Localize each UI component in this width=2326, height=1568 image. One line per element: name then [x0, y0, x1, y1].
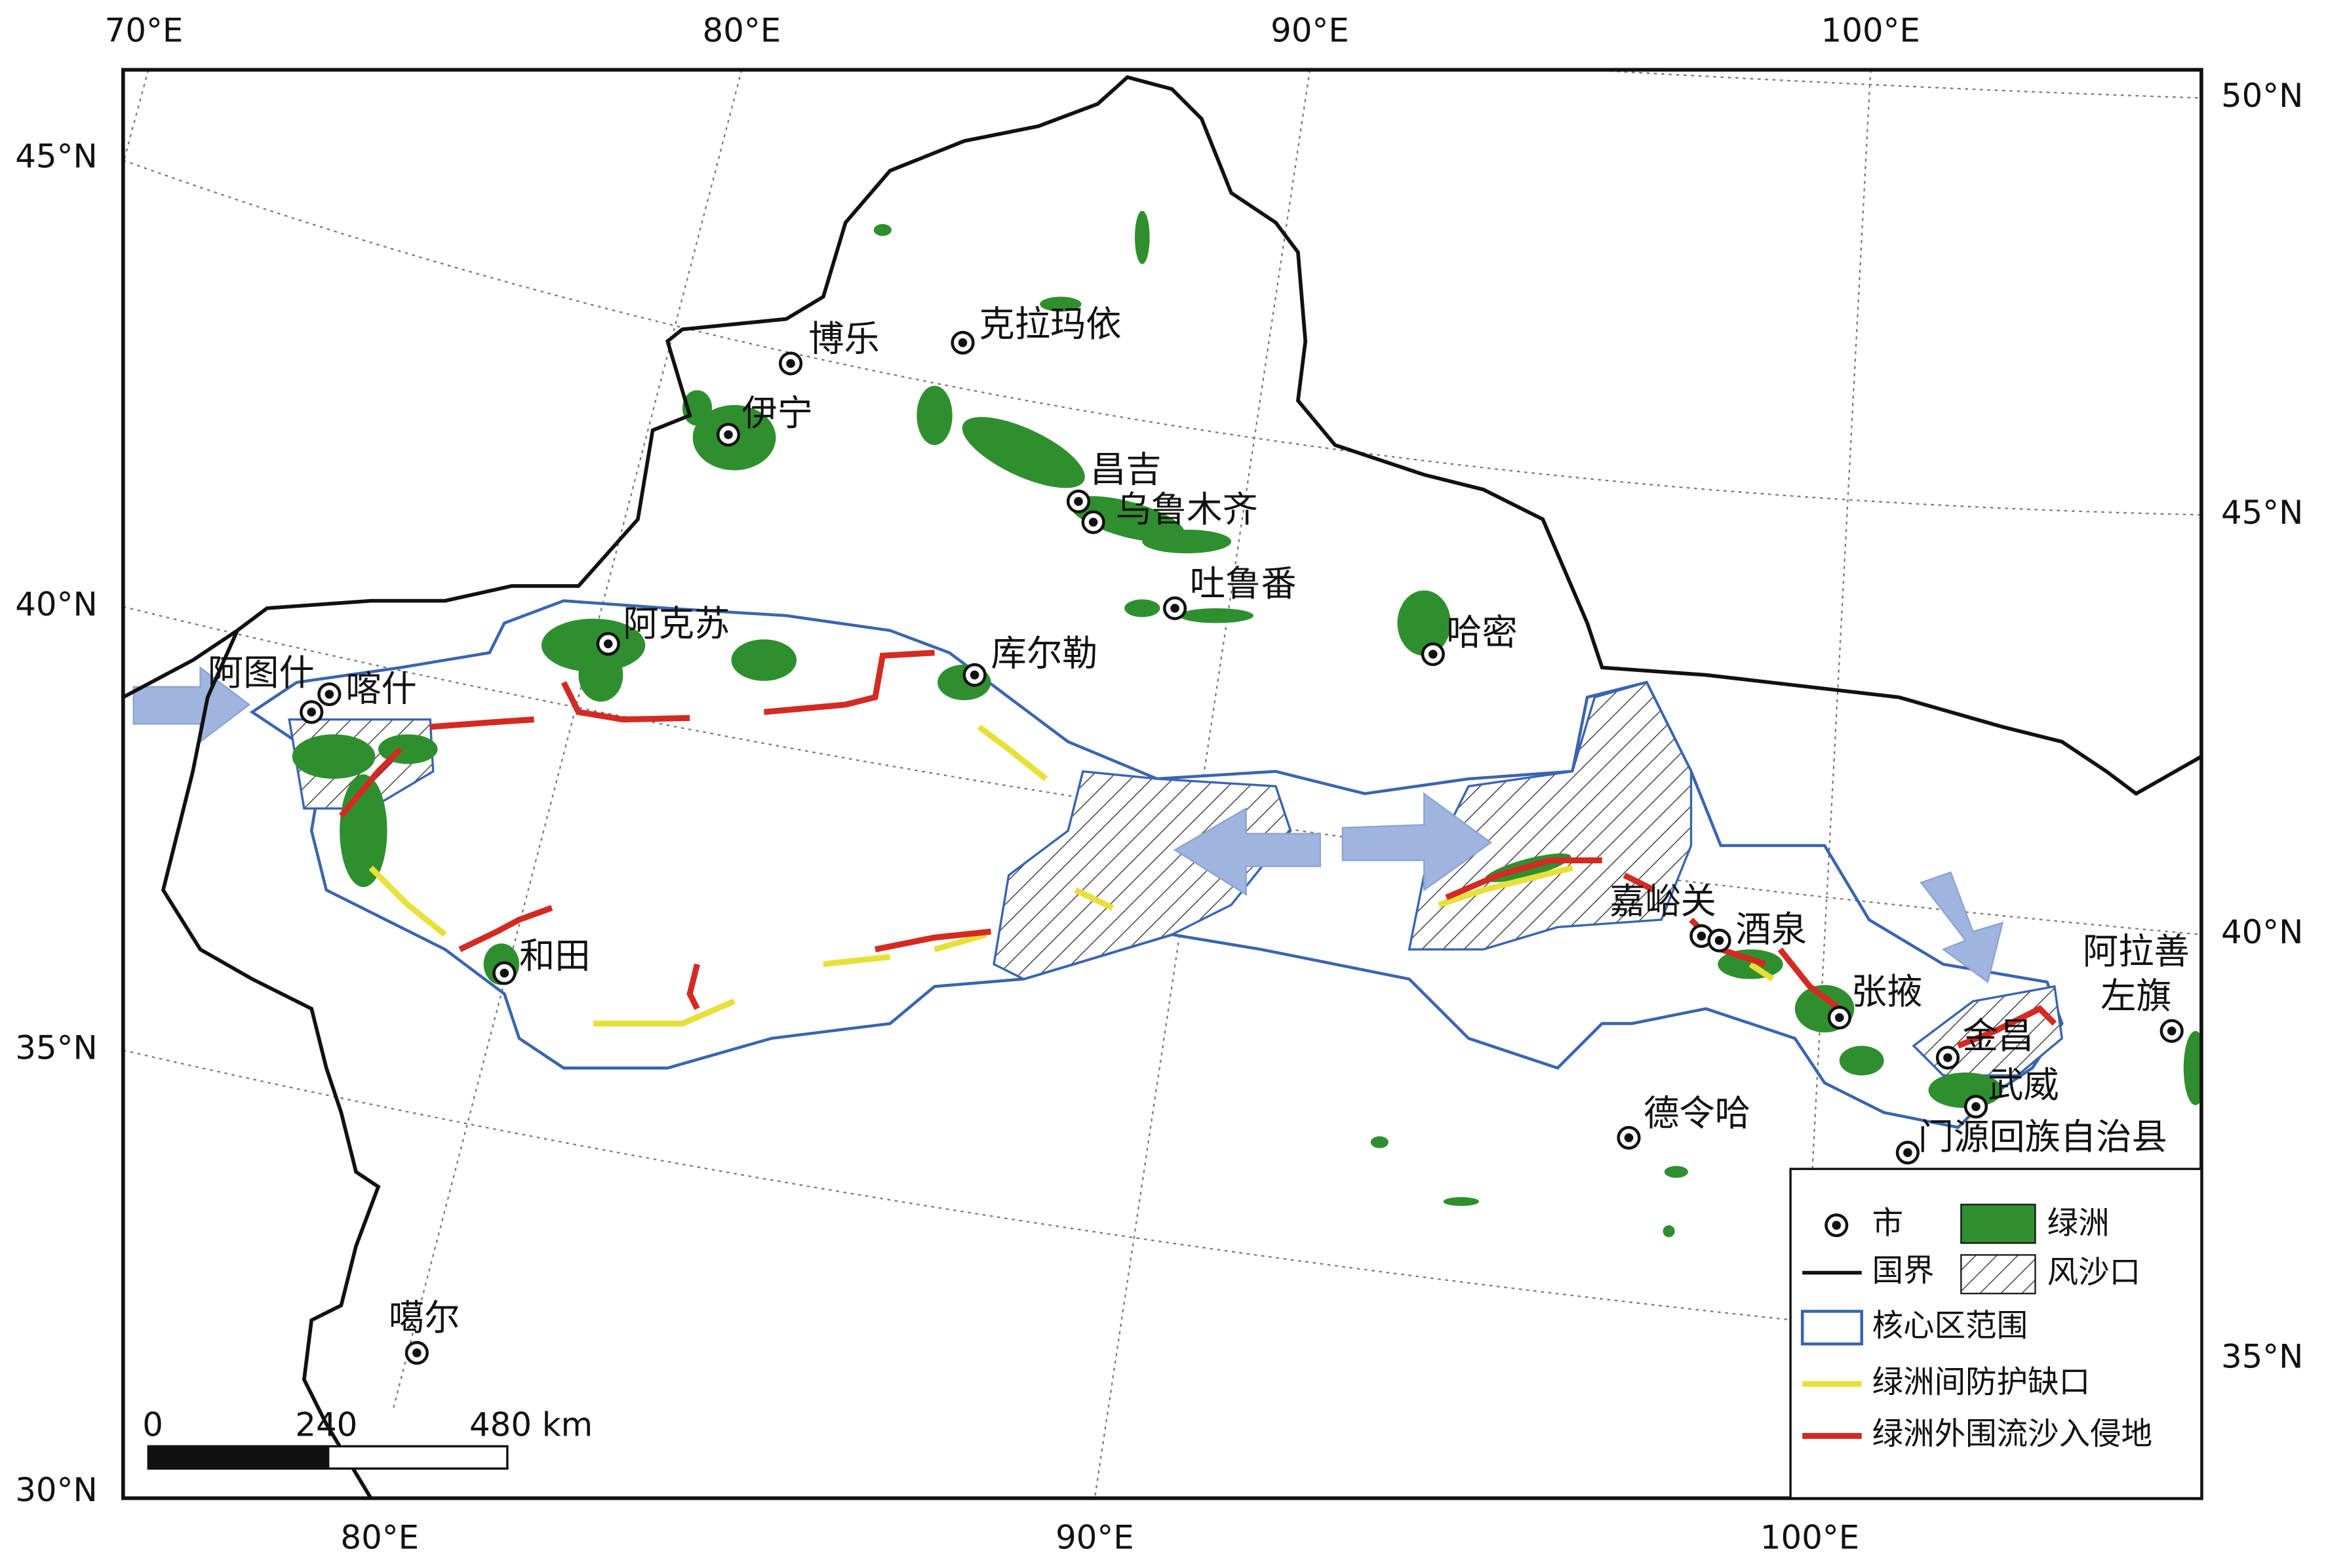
city-marker-dot: [1074, 497, 1083, 506]
city-marker-dot: [603, 639, 613, 648]
city-label: 哈密: [1446, 612, 1518, 654]
city-label: 噶尔: [389, 1297, 460, 1339]
graticule-label: 100°E: [1821, 11, 1920, 49]
legend-label: 市: [1872, 1205, 1904, 1242]
city-label: 酒泉: [1735, 909, 1807, 950]
oases: [292, 210, 2201, 1238]
city-marker-dot: [1714, 935, 1724, 945]
city-marker-dot: [1697, 931, 1706, 941]
graticule-label: 45°N: [2221, 494, 2303, 532]
scale-label: 0: [142, 1405, 163, 1443]
legend-symbols: [1800, 1204, 2036, 1440]
city-label: 吐鲁番: [1190, 563, 1297, 604]
sand-encroachment: [338, 650, 2057, 1049]
city-marker-dot: [1088, 517, 1098, 527]
city-label: 阿克苏: [623, 603, 730, 644]
city-marker-dot: [970, 670, 979, 680]
graticule-label: 45°N: [15, 138, 97, 176]
city-label: 伊宁: [741, 393, 813, 434]
graticule-label: 100°E: [1760, 1518, 1859, 1556]
city-marker-dot: [1903, 1148, 1912, 1158]
map-frame: [121, 68, 2203, 1500]
city-marker-dot: [1971, 1102, 1981, 1111]
graticule-label: 35°N: [15, 1029, 97, 1067]
city-label: 阿拉善: [2083, 931, 2190, 972]
scale-label: 480 km: [469, 1405, 593, 1443]
national-border: [161, 629, 381, 1499]
graticule-label: 35°N: [2221, 1337, 2303, 1375]
city-marker-dot: [1943, 1053, 1952, 1063]
city-label: 德令哈: [1644, 1093, 1750, 1134]
graticule-label: 90°E: [1271, 11, 1349, 49]
legend-label: 绿洲间防护缺口: [1872, 1364, 2091, 1400]
graticule-label: 80°E: [340, 1518, 419, 1556]
city-label: 门源回族自治县: [1918, 1116, 2167, 1158]
map-body: [123, 69, 2201, 1499]
city-label: 和田: [519, 935, 591, 977]
legend-label: 国界: [1872, 1253, 1935, 1289]
graticule-label: 40°N: [15, 585, 97, 623]
city-marker-dot: [1429, 650, 1438, 659]
city-label: 金昌: [1963, 1015, 2034, 1057]
city-marker-dot: [2167, 1026, 2177, 1036]
city-marker-dot: [412, 1348, 422, 1358]
city-marker-dot: [307, 707, 316, 717]
graticule-label: 30°N: [15, 1471, 97, 1509]
graticule-label: 50°N: [2221, 77, 2303, 115]
city-label: 乌鲁木齐: [1116, 489, 1258, 530]
wind-arrows: [132, 666, 2004, 983]
city-label: 博乐: [808, 319, 880, 360]
city-label: 克拉玛依: [979, 304, 1121, 345]
city-label: 昌吉: [1090, 449, 1162, 490]
city-label: 嘉峪关: [1609, 880, 1716, 922]
city-marker-dot: [500, 968, 509, 978]
city-marker-dot: [1835, 1013, 1844, 1023]
legend-label: 风沙口: [2047, 1255, 2141, 1291]
city-marker-dot: [1624, 1133, 1634, 1143]
graticule-label: 80°E: [703, 11, 781, 49]
legend-label: 绿洲外围流沙入侵地: [1872, 1416, 2153, 1452]
city-label: 库尔勒: [991, 633, 1098, 674]
scale-label: 240: [295, 1405, 357, 1443]
city-label: 左旗: [2100, 975, 2172, 1017]
graticule-label: 40°N: [2221, 913, 2303, 951]
scale-bar-fill: [148, 1446, 330, 1469]
city-marker-dot: [325, 690, 334, 699]
graticule-label: 70°E: [105, 11, 184, 49]
wind-sand-gaps: [288, 680, 2064, 1077]
national-border: [123, 75, 2201, 796]
city-label: 武威: [1988, 1065, 2059, 1106]
legend-label: 核心区范围: [1872, 1308, 2028, 1344]
core-zone: [249, 599, 2064, 1129]
protective-gaps: [368, 724, 1775, 1027]
city-marker-dot: [958, 338, 968, 347]
city-label: 喀什: [345, 669, 417, 710]
city-marker-dot: [724, 430, 733, 439]
city-label: 阿图什: [208, 652, 315, 694]
graticule-label: 90°E: [1055, 1518, 1134, 1556]
legend-label: 绿洲: [2047, 1205, 2110, 1242]
city-marker-dot: [1170, 604, 1179, 613]
city-label: 张掖: [1851, 971, 1923, 1012]
city-marker-dot: [786, 359, 795, 368]
